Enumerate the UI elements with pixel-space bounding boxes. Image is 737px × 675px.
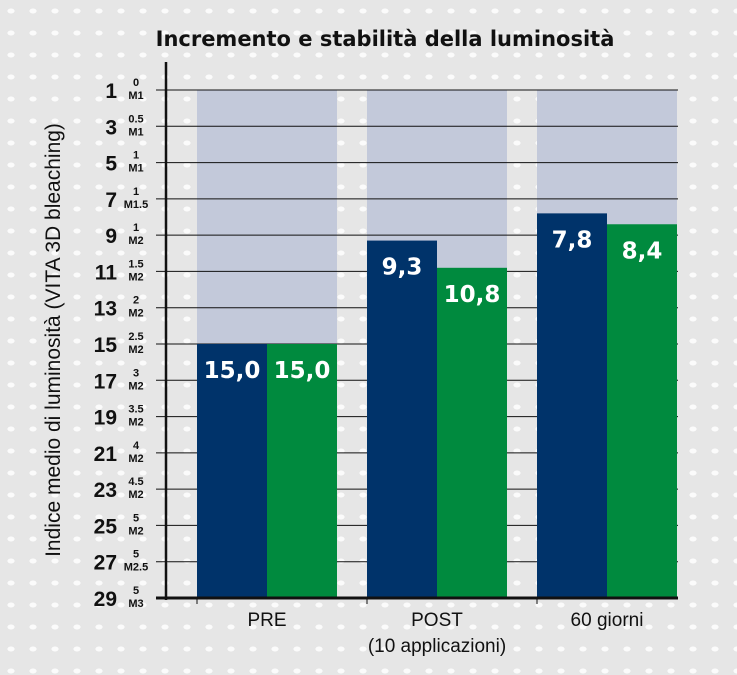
x-tick-label: PRE	[247, 610, 286, 631]
x-tick-sublabel: (10 applicazioni)	[368, 636, 506, 657]
y-tick-shade-code: M3	[128, 598, 143, 610]
y-tick-shade-code: M2	[128, 525, 143, 537]
y-tick-shade-code: M1	[128, 126, 143, 138]
y-tick-label: 21	[94, 443, 118, 466]
y-tick-label: 25	[94, 515, 118, 538]
data-label: 7,8	[552, 227, 593, 253]
y-tick-shade-top: 2.5	[128, 331, 143, 343]
data-label: 15,0	[274, 358, 331, 384]
y-tick-shade-code: M1	[128, 90, 143, 102]
y-tick-label: 13	[94, 298, 117, 321]
bar-post-2	[437, 267, 507, 598]
y-tick-shade-code: M2	[128, 235, 143, 247]
y-tick-shade-code: M2	[128, 271, 143, 283]
y-tick-label: 29	[94, 588, 117, 611]
bar-60-giorni-2	[607, 224, 677, 598]
y-tick-shade-top: 5	[133, 585, 139, 597]
y-tick-shade-code: M2	[128, 453, 143, 465]
data-label: 10,8	[444, 282, 501, 308]
y-tick-label: 15	[94, 334, 118, 357]
chart-title: Incremento e stabilità della luminosità	[156, 27, 615, 51]
y-tick-shade-code: M2	[128, 344, 143, 356]
y-tick-label: 5	[105, 153, 117, 176]
y-tick-shade-code: M1.5	[124, 199, 148, 211]
y-tick-shade-top: 0.5	[128, 113, 143, 125]
y-tick-shade-top: 5	[133, 549, 139, 561]
y-tick-shade-top: 5	[133, 512, 139, 524]
y-tick-shade-code: M2.5	[124, 562, 148, 574]
y-tick-label: 3	[105, 116, 117, 139]
bar-60-giorni-1	[537, 213, 607, 598]
x-tick-label: POST	[411, 610, 463, 631]
data-label: 15,0	[204, 358, 261, 384]
y-tick-shade-code: M1	[128, 163, 143, 175]
y-tick-shade-top: 1.5	[128, 258, 143, 270]
y-tick-shade-top: 3.5	[128, 404, 143, 416]
y-tick-label: 9	[105, 225, 117, 248]
y-tick-label: 23	[94, 479, 117, 502]
y-tick-shade-top: 4.5	[128, 476, 143, 488]
y-tick-shade-top: 1	[133, 222, 139, 234]
bar-pre-2	[267, 344, 337, 598]
y-tick-shade-top: 3	[133, 367, 139, 379]
y-tick-shade-code: M2	[128, 417, 143, 429]
y-tick-shade-top: 0	[133, 77, 139, 89]
y-tick-label: 1	[105, 80, 117, 103]
y-tick-shade-top: 4	[133, 440, 140, 452]
y-tick-shade-top: 2	[133, 295, 139, 307]
bar-pre-1	[197, 344, 267, 598]
y-tick-label: 17	[94, 370, 117, 393]
y-tick-shade-code: M2	[128, 380, 143, 392]
y-tick-label: 7	[105, 189, 117, 212]
y-tick-shade-top: 1	[133, 150, 139, 162]
y-tick-label: 19	[94, 407, 117, 430]
y-axis-label: Indice medio di luminosità (VITA 3D blea…	[42, 123, 65, 557]
data-label: 8,4	[622, 238, 663, 264]
y-tick-shade-top: 1	[133, 186, 139, 198]
bar-post-1	[367, 240, 437, 599]
y-tick-label: 11	[95, 261, 118, 284]
data-label: 9,3	[382, 255, 423, 281]
x-tick-label: 60 giorni	[571, 610, 644, 631]
y-tick-label: 27	[94, 552, 117, 575]
y-tick-shade-code: M2	[128, 489, 143, 501]
y-tick-shade-code: M2	[128, 308, 143, 320]
